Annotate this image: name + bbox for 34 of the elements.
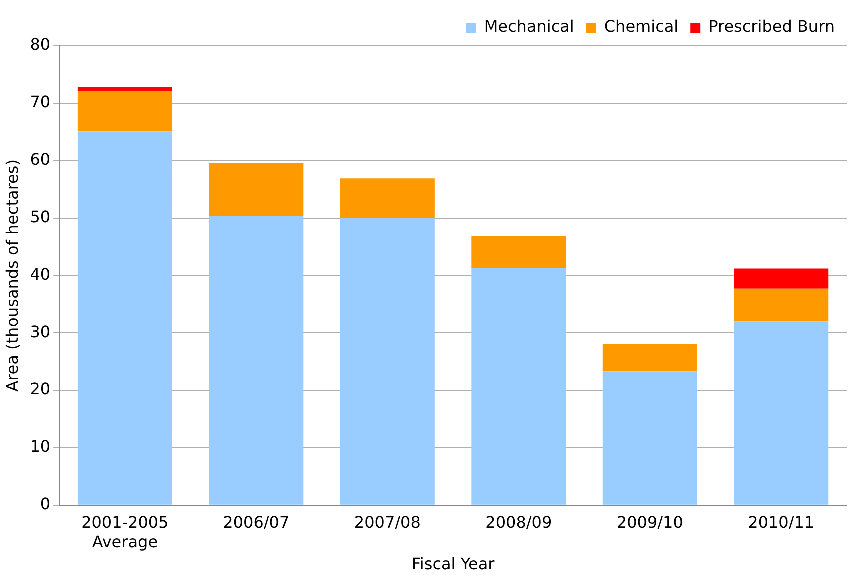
legend-label: Mechanical [484,17,574,36]
x-axis-title: Fiscal Year [412,554,496,574]
bar [78,87,172,92]
y-tick-label: 70 [30,92,51,112]
x-tick-label: 2006/07 [223,513,290,532]
y-tick-label: 60 [30,150,51,170]
bar [734,322,829,505]
legend-label: Chemical [604,17,679,36]
legend-label: Prescribed Burn [708,17,835,36]
bar [340,218,435,505]
bar [340,178,435,218]
x-tick-label: 2010/11 [748,513,815,532]
bar [602,372,698,505]
y-tick-label: 20 [30,380,51,399]
bar [78,91,172,132]
bar [472,268,566,505]
y-tick-label: 40 [30,264,51,284]
y-tick-label: 10 [30,437,51,456]
bar [734,268,829,289]
x-tick-label: 2007/08 [354,513,421,532]
bar [472,236,566,268]
y-tick-label: 30 [30,322,51,342]
bar [734,288,829,322]
x-tick-label: 2001-2005 Average [82,513,169,552]
x-tick-label: 2008/09 [486,513,552,532]
x-tick-label: 2009/10 [616,513,684,532]
bar [209,216,304,505]
bar [602,344,698,372]
y-tick-label: 50 [30,207,51,226]
y-tick-label: 0 [40,494,51,514]
bar [209,163,304,216]
y-tick-label: 80 [30,35,51,54]
y-axis-title: Area (thousands of hectares) [2,160,22,392]
bar [78,132,172,505]
